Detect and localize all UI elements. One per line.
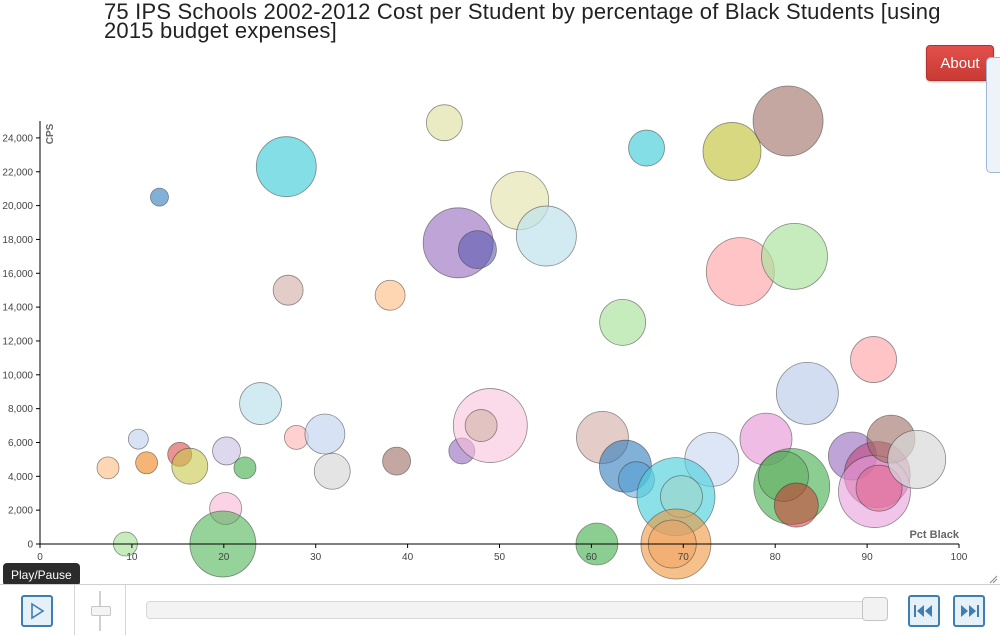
y-tick-label: 18,000 xyxy=(2,235,33,246)
x-tick-label: 60 xyxy=(586,552,598,563)
x-axis-label: Pct Black xyxy=(909,529,959,541)
bubble-19[interactable] xyxy=(96,456,120,480)
bubble-17[interactable] xyxy=(239,382,282,425)
bubble-5[interactable] xyxy=(752,85,824,157)
bubble-1[interactable] xyxy=(150,187,169,207)
x-tick-label: 30 xyxy=(310,552,322,563)
skip-to-end-icon xyxy=(961,605,979,617)
bubble-31[interactable] xyxy=(464,409,498,442)
bubble-51[interactable] xyxy=(855,464,903,512)
bubble-16[interactable] xyxy=(775,362,839,425)
y-tick-label: 4,000 xyxy=(8,472,33,483)
bubble-47[interactable] xyxy=(773,482,819,528)
y-tick-label: 22,000 xyxy=(2,167,33,178)
x-tick-label: 80 xyxy=(770,552,782,563)
y-tick-label: 16,000 xyxy=(2,269,33,280)
play-icon xyxy=(31,602,45,620)
axes: 0 10 20 30 40 50 60 70 80 90 100 0 2,000 4,000 6,000 8,… xyxy=(2,121,968,563)
play-pause-button[interactable] xyxy=(21,595,53,627)
bubble-12[interactable] xyxy=(599,298,647,346)
speed-handle[interactable] xyxy=(91,606,111,616)
x-tick-label: 0 xyxy=(37,552,43,563)
play-pause-tooltip: Play/Pause xyxy=(3,563,80,592)
bubble-18[interactable] xyxy=(127,428,149,450)
bubble-28[interactable] xyxy=(382,446,411,476)
x-tick-label: 10 xyxy=(126,552,138,563)
bubble-10[interactable] xyxy=(272,274,304,306)
y-tick-label: 2,000 xyxy=(8,506,33,517)
playback-controls xyxy=(0,584,1000,636)
bubble-9[interactable] xyxy=(515,205,577,267)
timeline-handle[interactable] xyxy=(862,597,888,621)
bubble-2[interactable] xyxy=(425,104,463,142)
y-tick-label: 0 xyxy=(27,540,33,551)
y-tick-label: 20,000 xyxy=(2,201,33,212)
divider xyxy=(125,585,126,635)
x-tick-label: 40 xyxy=(402,552,414,563)
bubble-15[interactable] xyxy=(850,336,897,383)
y-tick-label: 6,000 xyxy=(8,438,33,449)
timeline-slider[interactable] xyxy=(146,601,888,619)
y-axis-label: CPS xyxy=(45,123,56,144)
bubble-4[interactable] xyxy=(702,122,762,181)
bubble-22[interactable] xyxy=(171,447,209,485)
bubble-53[interactable] xyxy=(887,429,947,489)
bubble-8[interactable] xyxy=(458,230,497,269)
bubble-20[interactable] xyxy=(135,451,159,475)
x-tick-label: 70 xyxy=(678,552,690,563)
skip-to-end-button[interactable] xyxy=(953,595,985,627)
bubble-11[interactable] xyxy=(374,279,406,311)
resize-grip-icon[interactable] xyxy=(988,574,998,584)
bubble-23[interactable] xyxy=(212,436,241,466)
y-tick-label: 24,000 xyxy=(2,133,33,144)
bubble-chart: 0 10 20 30 40 50 60 70 80 90 100 0 2,000 4,000 6,000 8,… xyxy=(2,85,968,580)
side-panel-tab[interactable] xyxy=(986,57,1000,173)
y-tick-label: 14,000 xyxy=(2,303,33,314)
chart-title: 75 IPS Schools 2002-2012 Cost per Studen… xyxy=(104,0,941,43)
about-button[interactable]: About xyxy=(926,45,994,81)
x-tick-label: 50 xyxy=(494,552,506,563)
divider xyxy=(74,585,75,635)
skip-to-start-button[interactable] xyxy=(908,595,940,627)
bubble-layer xyxy=(96,85,947,580)
x-tick-label: 100 xyxy=(951,552,968,563)
y-tick-label: 12,000 xyxy=(2,336,33,347)
bubble-27[interactable] xyxy=(313,452,351,490)
skip-to-start-icon xyxy=(914,605,932,617)
y-tick-label: 8,000 xyxy=(8,404,33,415)
bubble-14[interactable] xyxy=(761,222,828,290)
bubble-24[interactable] xyxy=(233,456,257,480)
bubble-26[interactable] xyxy=(304,413,346,455)
bubble-3[interactable] xyxy=(628,129,665,167)
x-tick-label: 20 xyxy=(218,552,230,563)
x-tick-label: 90 xyxy=(862,552,874,563)
bubble-0[interactable] xyxy=(255,136,317,198)
y-tick-label: 10,000 xyxy=(2,370,33,381)
speed-slider[interactable] xyxy=(88,591,112,631)
